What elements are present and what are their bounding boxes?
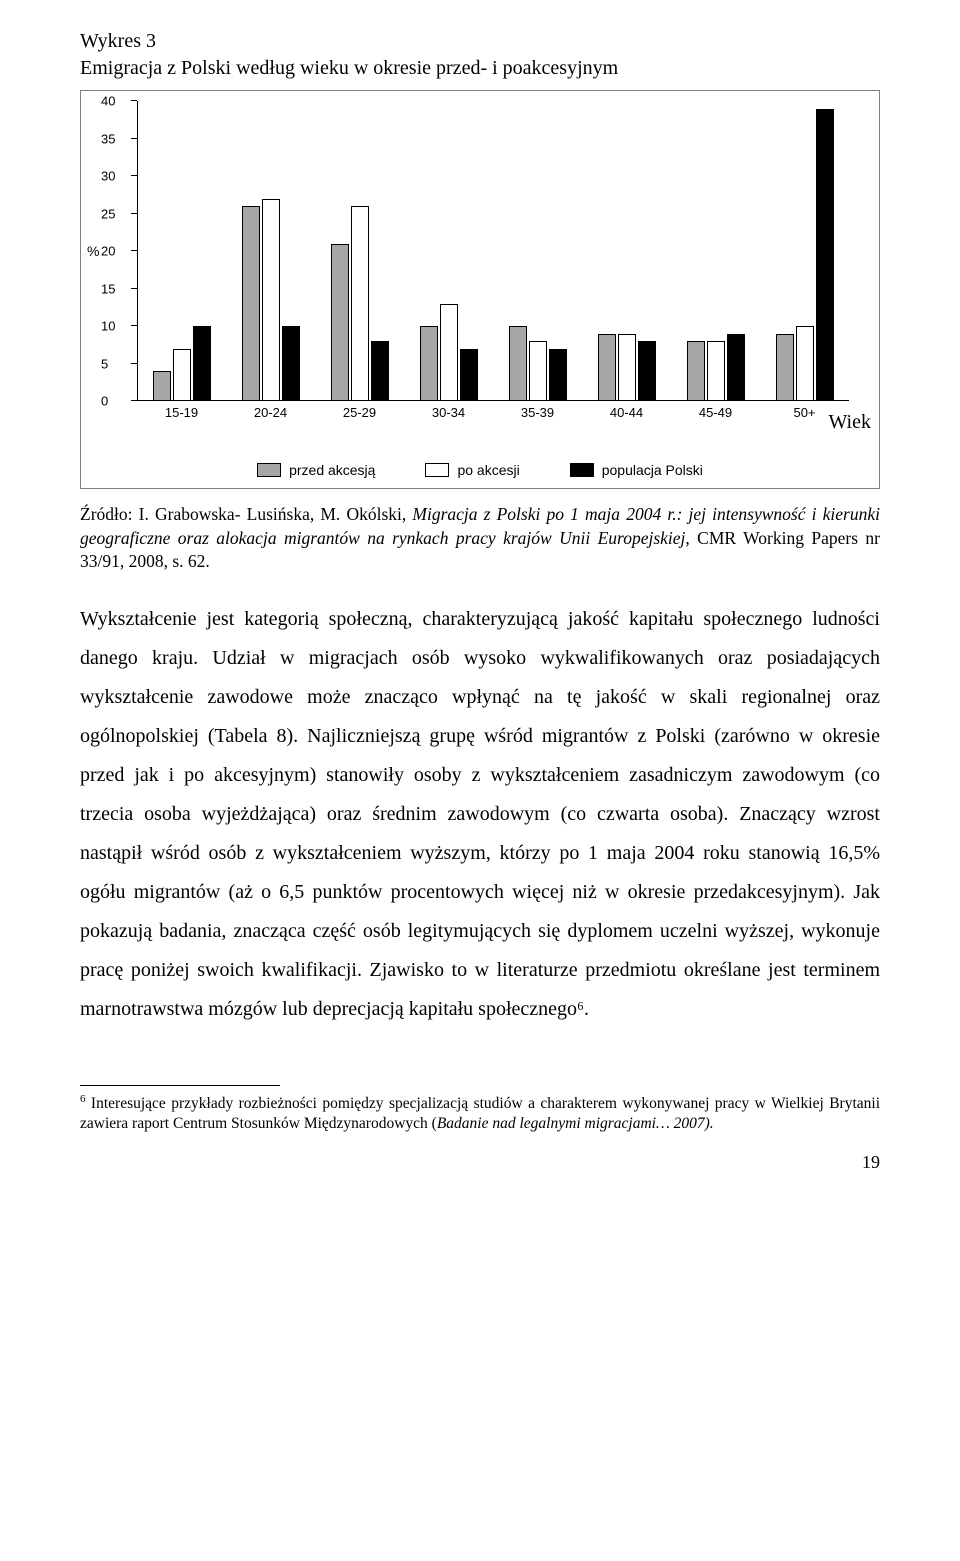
bar bbox=[262, 199, 280, 402]
legend-item: populacja Polski bbox=[570, 462, 703, 478]
legend-label: po akcesji bbox=[457, 462, 519, 478]
legend-label: populacja Polski bbox=[602, 462, 703, 478]
x-tick-label: 15-19 bbox=[165, 405, 198, 420]
bar bbox=[331, 244, 349, 402]
bar bbox=[549, 349, 567, 402]
bars-row: 15-1920-2425-2930-3435-3940-4445-4950+ bbox=[137, 101, 849, 401]
y-tick-label: 20 bbox=[101, 244, 115, 259]
legend-label: przed akcesją bbox=[289, 462, 375, 478]
bar bbox=[193, 326, 211, 401]
page-number: 19 bbox=[80, 1152, 880, 1173]
chart-container: % 15-1920-2425-2930-3435-3940-4445-4950+… bbox=[80, 90, 880, 489]
legend: przed akcesją po akcesji populacja Polski bbox=[81, 434, 879, 488]
x-axis-title: Wiek bbox=[81, 411, 871, 434]
chart-number: Wykres 3 bbox=[80, 30, 880, 53]
legend-swatch bbox=[570, 463, 594, 477]
bar bbox=[529, 341, 547, 401]
y-tick-mark bbox=[131, 175, 137, 176]
y-tick-label: 15 bbox=[101, 281, 115, 296]
source-prefix: Źródło: I. Grabowska- Lusińska, M. Okóls… bbox=[80, 504, 412, 524]
x-tick-label: 20-24 bbox=[254, 405, 287, 420]
chart-box: % 15-1920-2425-2930-3435-3940-4445-4950+… bbox=[80, 90, 880, 489]
bar bbox=[351, 206, 369, 401]
x-tick-label: 40-44 bbox=[610, 405, 643, 420]
bar-group: 45-49 bbox=[671, 101, 760, 401]
bar bbox=[776, 334, 794, 402]
x-tick-label: 50+ bbox=[793, 405, 815, 420]
y-tick-mark bbox=[131, 100, 137, 101]
bar-group: 50+ bbox=[760, 101, 849, 401]
y-tick-mark bbox=[131, 400, 137, 401]
bar-group: 20-24 bbox=[226, 101, 315, 401]
body-paragraph: Wykształcenie jest kategorią społeczną, … bbox=[80, 600, 880, 1029]
bar bbox=[707, 341, 725, 401]
bar bbox=[598, 334, 616, 402]
y-tick-mark bbox=[131, 288, 137, 289]
legend-item: przed akcesją bbox=[257, 462, 375, 478]
bar bbox=[816, 109, 834, 402]
bar-group: 30-34 bbox=[404, 101, 493, 401]
y-tick-mark bbox=[131, 213, 137, 214]
y-tick-label: 35 bbox=[101, 131, 115, 146]
y-axis-label: % bbox=[87, 243, 99, 259]
legend-swatch bbox=[425, 463, 449, 477]
y-tick-mark bbox=[131, 325, 137, 326]
bar-group: 40-44 bbox=[582, 101, 671, 401]
y-tick-label: 10 bbox=[101, 319, 115, 334]
source-citation: Źródło: I. Grabowska- Lusińska, M. Okóls… bbox=[80, 503, 880, 574]
x-tick-label: 30-34 bbox=[432, 405, 465, 420]
bar bbox=[420, 326, 438, 401]
y-tick-mark bbox=[131, 363, 137, 364]
bar bbox=[460, 349, 478, 402]
bar bbox=[638, 341, 656, 401]
legend-swatch bbox=[257, 463, 281, 477]
x-tick-label: 35-39 bbox=[521, 405, 554, 420]
legend-item: po akcesji bbox=[425, 462, 519, 478]
bar bbox=[618, 334, 636, 402]
bar bbox=[796, 326, 814, 401]
y-tick-label: 25 bbox=[101, 206, 115, 221]
x-tick-label: 25-29 bbox=[343, 405, 376, 420]
bar bbox=[727, 334, 745, 402]
bar bbox=[282, 326, 300, 401]
bar bbox=[153, 371, 171, 401]
y-tick-mark bbox=[131, 250, 137, 251]
bar-group: 15-19 bbox=[137, 101, 226, 401]
bar bbox=[242, 206, 260, 401]
bar bbox=[687, 341, 705, 401]
bar bbox=[509, 326, 527, 401]
x-tick-label: 45-49 bbox=[699, 405, 732, 420]
plot-area: % 15-1920-2425-2930-3435-3940-4445-4950+… bbox=[137, 101, 849, 401]
footnote-italic: Badanie nad legalnymi migracjami… 2007). bbox=[437, 1115, 714, 1132]
y-tick-mark bbox=[131, 138, 137, 139]
bar bbox=[371, 341, 389, 401]
y-tick-label: 5 bbox=[101, 356, 108, 371]
bar bbox=[173, 349, 191, 402]
y-tick-label: 30 bbox=[101, 169, 115, 184]
y-tick-label: 40 bbox=[101, 94, 115, 109]
bar bbox=[440, 304, 458, 402]
footnote-rule bbox=[80, 1085, 280, 1086]
bar-group: 25-29 bbox=[315, 101, 404, 401]
chart-title: Emigracja z Polski według wieku w okresi… bbox=[80, 57, 880, 80]
y-tick-label: 0 bbox=[101, 394, 108, 409]
bar-group: 35-39 bbox=[493, 101, 582, 401]
footnote: 6 Interesujące przykłady rozbieżności po… bbox=[80, 1092, 880, 1134]
